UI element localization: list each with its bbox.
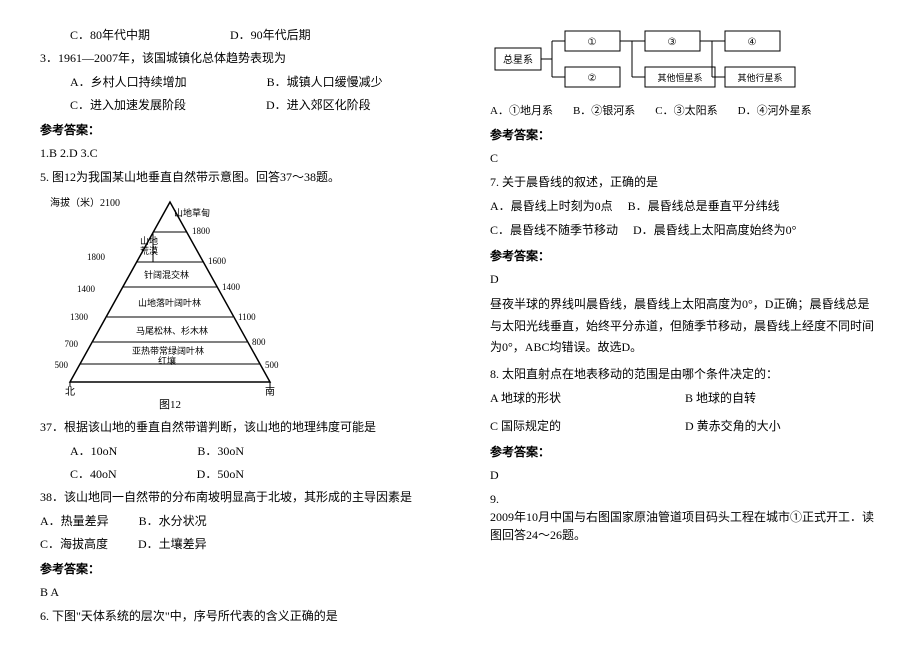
svg-text:①: ① [588,37,597,48]
svg-text:总星系: 总星系 [503,53,533,66]
q2-opt-c: C．80年代中期 [70,26,150,43]
q8-opt-c: C 国际规定的 [490,417,685,435]
q38-opt-d: D．土壤差异 [138,535,207,552]
q7-opt-b: B．晨昏线总是垂直平分纬线 [628,199,780,213]
q37-row1: A．10oN B．30oN [40,442,430,459]
celestial-svg: 总星系 ① ② ③ [490,26,850,96]
svg-text:图12: 图12 [159,398,181,411]
q37-row2: C．40oN D．50oN [40,465,430,482]
svg-text:1800: 1800 [192,226,211,236]
q38-opt-c: C．海拔高度 [40,535,108,552]
svg-text:1300: 1300 [70,312,89,322]
answer-label-6: 参考答案： [490,126,880,143]
svg-text:山地落叶阔叶林: 山地落叶阔叶林 [138,297,201,308]
q3-opt-b: B．城镇人口缓慢减少 [267,73,383,90]
svg-text:山地: 山地 [140,235,158,246]
celestial-diagram: 总星系 ① ② ③ [490,26,880,96]
q3-row1: A．乡村人口持续增加 B．城镇人口缓慢减少 [40,73,430,90]
q3-opt-a: A．乡村人口持续增加 [70,73,187,90]
q38-row2: C．海拔高度 D．土壤差异 [40,535,430,552]
answer-label-2: 参考答案： [40,560,430,577]
q7-opt-a: A．晨昏线上时刻为0点 [490,199,613,213]
q6-opt-a: A．①地月系 [490,102,553,118]
q8-row2: C 国际规定的 D 黄赤交角的大小 [490,417,880,435]
q3-opt-d: D．进入郊区化阶段 [266,96,371,113]
svg-text:④: ④ [748,37,757,48]
svg-text:700: 700 [65,339,79,349]
q7-text: 7. 关于晨昏线的叙述，正确的是 [490,173,880,191]
q37-text: 37．根据该山地的垂直自然带谱判断，该山地的地理纬度可能是 [40,418,430,436]
mountain-figure: 海拔（米）2100 1800 1400 1300 700 500 1800 16… [40,192,430,412]
svg-text:1400: 1400 [222,282,241,292]
q6-opt-c: C．③太阳系 [655,102,717,118]
q38-opt-a: A．热量差异 [40,512,109,529]
svg-text:亚热带常绿阔叶林: 亚热带常绿阔叶林 [132,345,204,356]
svg-text:②: ② [588,73,597,84]
svg-text:1400: 1400 [77,284,96,294]
q9-text: 9. 2009年10月中国与右图国家原油管道项目码头工程在城市①正式开工．读图回… [490,490,880,544]
q2-opt-d: D．90年代后期 [230,26,311,43]
q37-opt-b: B．30oN [197,442,244,459]
q6-options: A．①地月系 B．②银河系 C．③太阳系 D．④河外星系 [490,102,880,118]
answer-label-7: 参考答案： [490,247,880,264]
svg-text:马尾松林、杉木林: 马尾松林、杉木林 [136,325,208,336]
answer-8: D [490,466,880,484]
right-column: 总星系 ① ② ③ [490,20,880,631]
answer-2: B A [40,583,430,601]
q8-text: 8. 太阳直射点在地表移动的范围是由哪个条件决定的： [490,365,880,383]
q37-opt-a: A．10oN [70,442,117,459]
q3-opt-c: C．进入加速发展阶段 [70,96,186,113]
q8-opt-a: A 地球的形状 [490,389,685,407]
svg-text:③: ③ [668,37,677,48]
q38-row1: A．热量差异 B．水分状况 [40,512,430,529]
q5-text: 5. 图12为我国某山地垂直自然带示意图。回答37～38题。 [40,168,430,186]
q6-opt-d: D．④河外星系 [738,102,812,118]
q8-opt-b: B 地球的自转 [685,389,880,407]
mountain-svg: 海拔（米）2100 1800 1400 1300 700 500 1800 16… [40,192,300,412]
answer-1: 1.B 2.D 3.C [40,144,430,162]
svg-text:1100: 1100 [238,312,256,322]
svg-text:1600: 1600 [208,256,227,266]
q38-opt-b: B．水分状况 [139,512,207,529]
answer-label-1: 参考答案： [40,121,430,138]
svg-text:针阔混交林: 针阔混交林 [144,269,189,280]
q7-opt-c: C．晨昏线不随季节移动 [490,223,618,237]
q3-row2: C．进入加速发展阶段 D．进入郊区化阶段 [40,96,430,113]
q2-options-row2: C．80年代中期 D．90年代后期 [40,26,430,43]
explanation-7: 昼夜半球的界线叫晨昏线，晨昏线上太阳高度为0°，D正确；晨昏线总是与太阳光线垂直… [490,294,880,359]
answer-7: D [490,270,880,288]
q37-opt-c: C．40oN [70,465,117,482]
q7-opt-d: D．晨昏线上太阳高度始终为0° [633,223,796,237]
q37-opt-d: D．50oN [197,465,244,482]
q7-row1: A．晨昏线上时刻为0点 B．晨昏线总是垂直平分纬线 [490,197,880,215]
svg-text:山地草甸: 山地草甸 [174,207,210,218]
q6-opt-b: B．②银河系 [573,102,635,118]
svg-text:红壤: 红壤 [158,355,176,366]
left-column: C．80年代中期 D．90年代后期 3．1961—2007年，该国城镇化总体趋势… [40,20,430,631]
svg-text:荒漠: 荒漠 [140,246,158,256]
svg-text:其他行星系: 其他行星系 [737,72,782,83]
q7-row2: C．晨昏线不随季节移动 D．晨昏线上太阳高度始终为0° [490,221,880,239]
svg-text:其他恒星系: 其他恒星系 [657,72,702,83]
svg-text:500: 500 [265,360,279,370]
answer-label-8: 参考答案： [490,443,880,460]
svg-text:海拔（米）2100: 海拔（米）2100 [50,196,120,209]
q3-text: 3．1961—2007年，该国城镇化总体趋势表现为 [40,49,430,67]
q8-opt-d: D 黄赤交角的大小 [685,417,880,435]
svg-text:500: 500 [55,360,69,370]
answer-6: C [490,149,880,167]
q8-row1: A 地球的形状 B 地球的自转 [490,389,880,407]
q6-text: 6. 下图"天体系统的层次"中，序号所代表的含义正确的是 [40,607,430,625]
svg-text:1800: 1800 [87,252,106,262]
q38-text: 38．该山地同一自然带的分布南坡明显高于北坡，其形成的主导因素是 [40,488,430,506]
svg-text:800: 800 [252,337,266,347]
svg-text:北: 北 [65,386,75,398]
